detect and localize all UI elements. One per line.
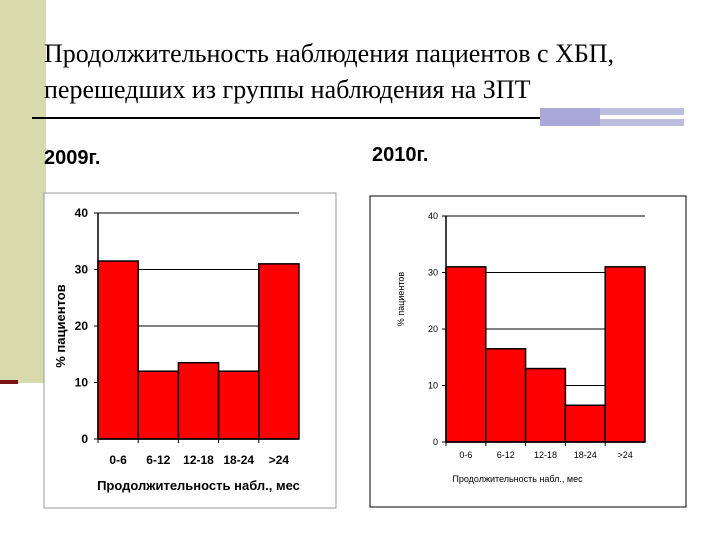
title-underline: [32, 117, 684, 119]
plot-area: [98, 213, 299, 439]
decorative-side-accent: [0, 380, 18, 384]
x-tick-label: 0-6: [459, 450, 472, 460]
bar: [217, 370, 260, 440]
y-axis-title: % пациентов: [396, 272, 406, 327]
bar: [258, 263, 300, 440]
y-tick-label: 40: [75, 206, 89, 220]
decorative-squares: [540, 108, 684, 126]
bar: [137, 370, 180, 440]
y-tick-label: 10: [428, 381, 438, 391]
y-tick-label: 40: [428, 211, 438, 221]
year-label-2010: 2010г.: [372, 144, 429, 166]
x-tick-label: >24: [269, 453, 290, 467]
year-label-2009: 2009г.: [44, 147, 101, 169]
y-tick-label: 20: [75, 319, 89, 333]
x-tick-label: 18-24: [574, 450, 597, 460]
bar: [445, 266, 487, 443]
bar: [177, 361, 220, 440]
chart-frame: [369, 195, 687, 508]
bar: [604, 266, 646, 443]
decorative-side-bar: [0, 0, 46, 383]
x-axis-title: Продолжительность набл., мес: [97, 478, 300, 493]
bar: [564, 404, 606, 443]
y-tick-label: 30: [428, 268, 438, 278]
y-tick-label: 0: [433, 437, 438, 447]
x-tick-label: 12-18: [183, 453, 214, 467]
x-tick-label: 6-12: [146, 453, 170, 467]
slide-title: Продолжительность наблюдения пациентов с…: [44, 36, 704, 108]
y-tick-label: 10: [75, 376, 89, 390]
x-tick-label: >24: [617, 450, 632, 460]
slide-title-line-2: перешедших из группы наблюдения на ЗПТ: [44, 75, 531, 104]
x-tick-label: 12-18: [534, 450, 557, 460]
x-tick-label: 6-12: [497, 450, 515, 460]
bar: [485, 348, 527, 443]
bar: [97, 260, 139, 440]
y-tick-label: 0: [81, 432, 88, 446]
y-tick-label: 20: [428, 324, 438, 334]
x-tick-label: 0-6: [109, 453, 127, 467]
x-axis-title: Продолжительность набл., мес: [452, 474, 583, 484]
chart-frame: [43, 192, 337, 509]
x-tick-label: 18-24: [223, 453, 254, 467]
slide-title-line-1: Продолжительность наблюдения пациентов с…: [44, 39, 615, 68]
y-axis-title: % пациентов: [53, 284, 68, 367]
plot-area: [446, 216, 645, 442]
y-tick-label: 30: [75, 263, 89, 277]
bar: [524, 367, 567, 443]
